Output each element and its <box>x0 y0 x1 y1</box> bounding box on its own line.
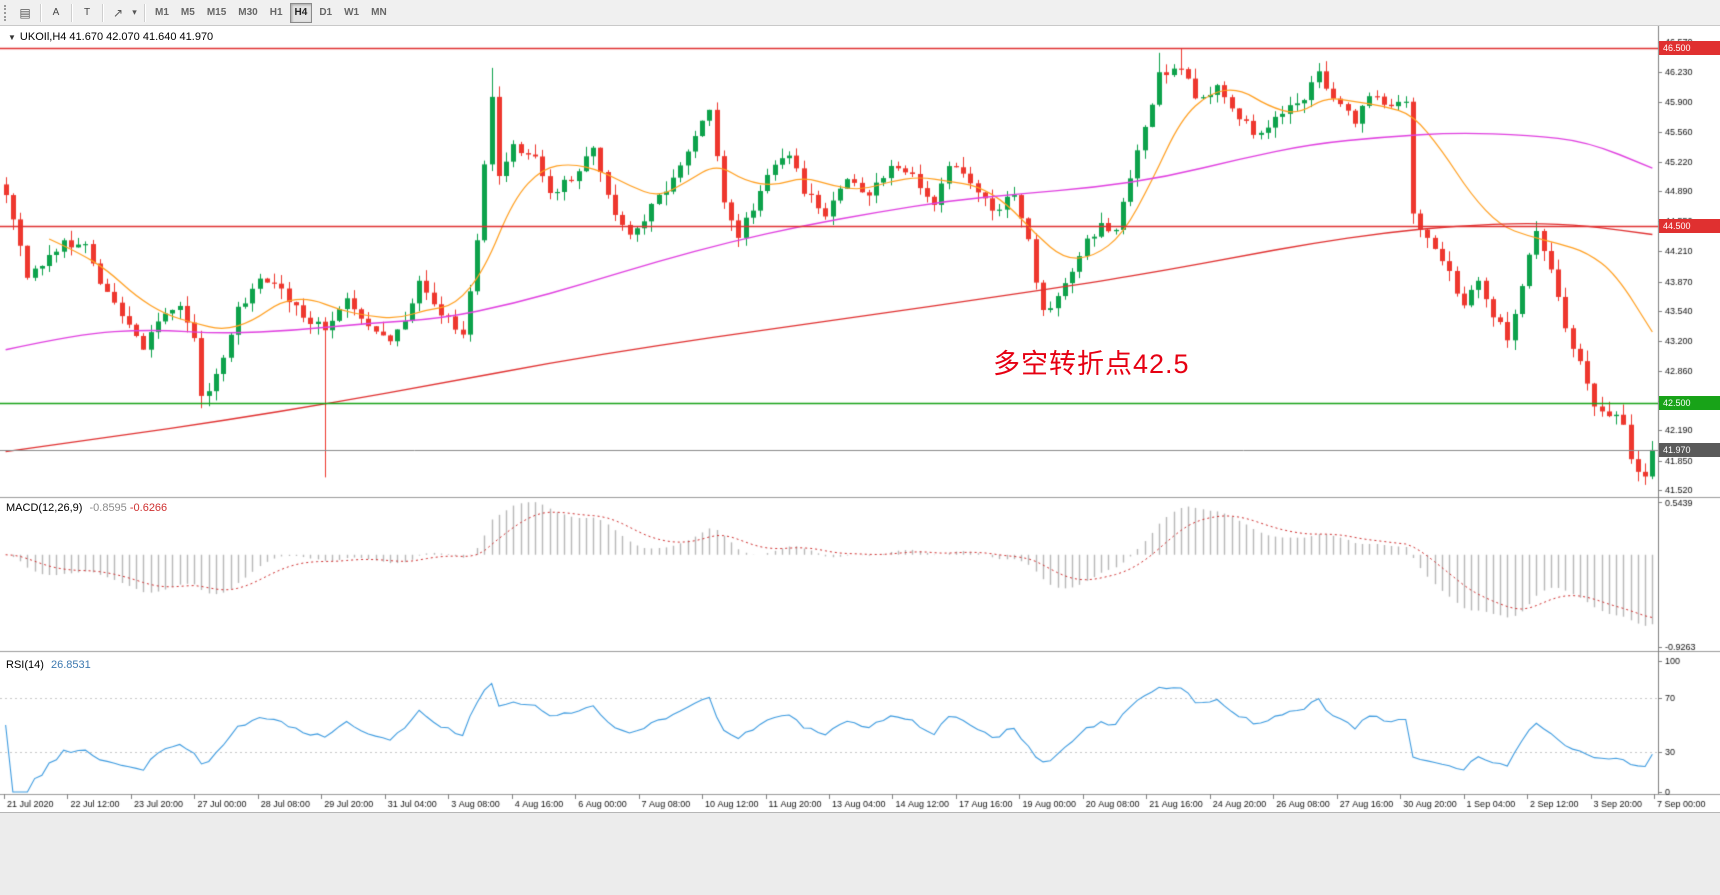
drawing-tools-combo: ↗ ▾ <box>107 3 140 23</box>
symbol-ohlc-text: UKOIl,H4 41.670 42.070 41.640 41.970 <box>19 31 214 43</box>
timeframe-button-mn[interactable]: MN <box>366 3 392 23</box>
rsi-name: RSI(14) <box>6 659 44 671</box>
toolbar-separator <box>144 3 145 22</box>
toolbar-separator <box>102 3 103 22</box>
rsi-value: 26.8531 <box>50 659 91 671</box>
price-label-support-42500: 42.500 <box>1659 395 1720 410</box>
macd-main-value: -0.8595 <box>89 502 127 514</box>
trendline-dropdown-arrow-icon[interactable]: ▾ <box>129 3 140 23</box>
chart-annotation-text[interactable]: 多空转折点42.5 <box>993 349 1190 379</box>
macd-signal-value: -0.6266 <box>129 502 168 514</box>
timeframe-group: M1 M5 M15 M30 H1 H4 D1 W1 MN <box>149 2 393 23</box>
toolbar-separator <box>71 3 72 22</box>
chart-canvas[interactable] <box>0 26 1720 812</box>
text-label-a-button[interactable]: A <box>45 3 67 23</box>
symbol-ohlc-line: ▼ UKOIl,H4 41.670 42.070 41.640 41.970 <box>8 31 213 43</box>
price-label-resistance-44500: 44.500 <box>1659 218 1720 233</box>
top-toolbar: ▤ A T ↗ ▾ M1 M5 M15 M30 H1 H4 D1 W1 MN <box>0 0 1720 26</box>
bar-chart-icon[interactable]: ▤ <box>14 3 36 23</box>
price-label-current-bid-41970: 41.970 <box>1659 442 1720 457</box>
expand-arrow-icon[interactable]: ▼ <box>8 33 16 42</box>
macd-indicator-label: MACD(12,26,9) -0.8595 -0.6266 <box>6 502 167 514</box>
chart-window: ▼ UKOIl,H4 41.670 42.070 41.640 41.970 多空… <box>0 26 1720 812</box>
toolbar-separator <box>40 3 41 22</box>
timeframe-button-h1[interactable]: H1 <box>265 3 288 23</box>
price-label-resistance-46500: 46.500 <box>1659 41 1720 56</box>
timeframe-button-m1[interactable]: M1 <box>150 3 174 23</box>
rsi-indicator-label: RSI(14) 26.8531 <box>6 659 91 671</box>
timeframe-button-w1[interactable]: W1 <box>339 3 364 23</box>
toolbar-grip[interactable] <box>4 4 10 21</box>
trendline-icon[interactable]: ↗ <box>107 3 129 23</box>
timeframe-button-d1[interactable]: D1 <box>314 3 337 23</box>
timeframe-button-m5[interactable]: M5 <box>176 3 200 23</box>
timeframe-button-m30[interactable]: M30 <box>233 3 262 23</box>
timeframe-button-m15[interactable]: M15 <box>202 3 231 23</box>
bottom-filler <box>0 812 1720 895</box>
macd-name: MACD(12,26,9) <box>6 502 83 514</box>
timeframe-button-h4[interactable]: H4 <box>289 2 313 23</box>
text-label-t-button[interactable]: T <box>76 3 98 23</box>
